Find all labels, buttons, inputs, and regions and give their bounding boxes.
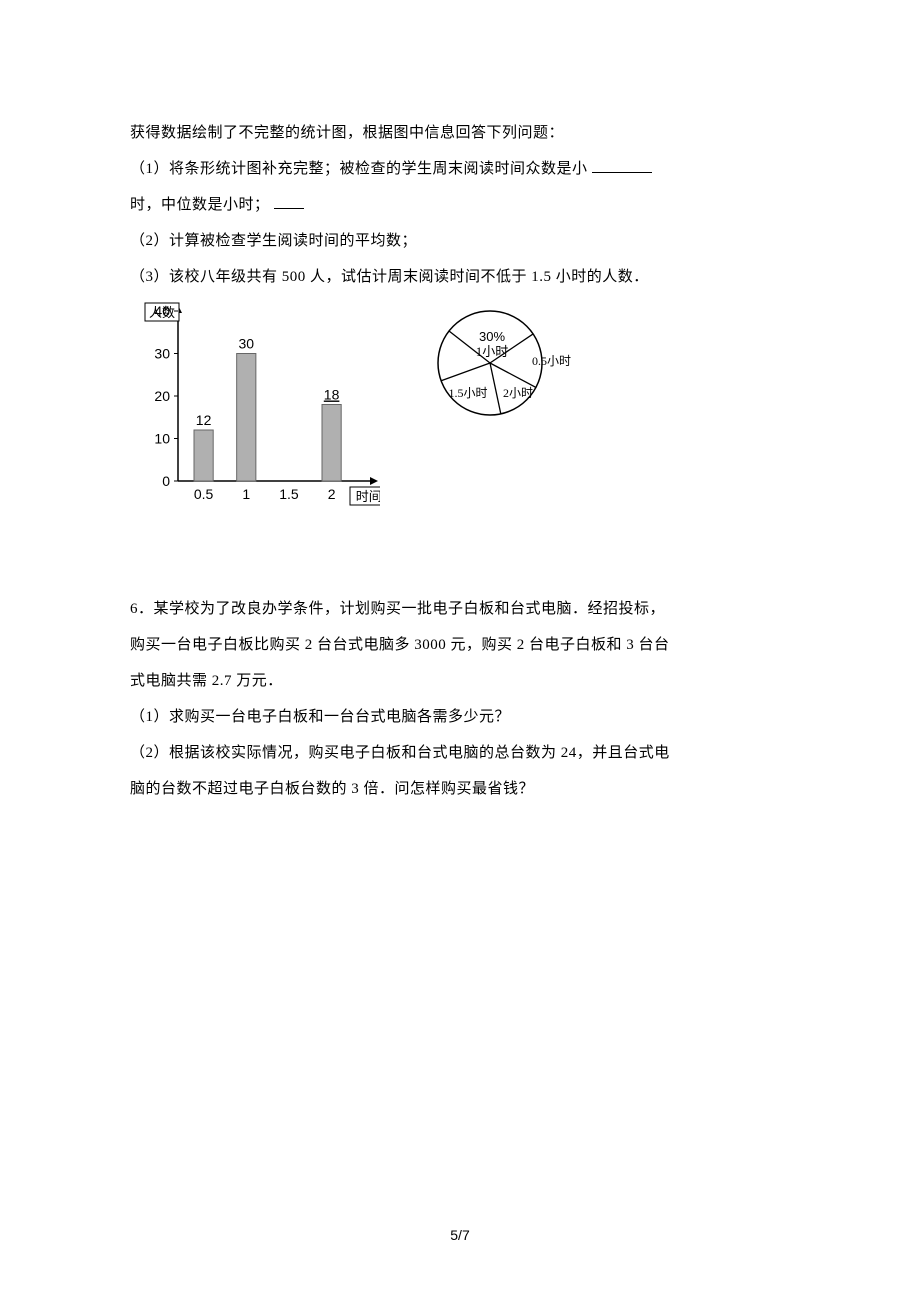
paragraph-line: （2）根据该校实际情况，购买电子白板和台式电脑的总台数为 24，并且台式电 [130,735,790,771]
svg-text:1: 1 [242,486,250,502]
paragraph-line: 时，中位数是小时； [130,187,790,223]
svg-text:0.5: 0.5 [194,486,214,502]
svg-text:30: 30 [238,336,254,352]
paragraph-line: 获得数据绘制了不完整的统计图，根据图中信息回答下列问题： [130,115,790,151]
blank-underline [274,194,304,209]
svg-text:0: 0 [162,473,170,489]
svg-text:2: 2 [328,486,336,502]
pie-chart: 30%1小时 0.5小时 2小时 1.5小时 [410,301,580,421]
svg-text:40: 40 [154,303,170,319]
charts-container: 人数010203040120.53011.5182时间/时 30%1小时0.5小… [130,301,790,511]
paragraph-line: 购买一台电子白板比购买 2 台台式电脑多 3000 元，购买 2 台电子白板和 … [130,627,790,663]
paragraph-line: （2）计算被检查学生阅读时间的平均数； [130,223,790,259]
svg-text:12: 12 [196,412,212,428]
paragraph-line: 脑的台数不超过电子白板台数的 3 倍．问怎样购买最省钱？ [130,771,790,807]
svg-text:1.5: 1.5 [279,486,299,502]
svg-text:0.5小时: 0.5小时 [532,354,571,368]
page-number: 5/7 [0,1227,920,1243]
svg-text:10: 10 [154,431,170,447]
paragraph-line: 6．某学校为了改良办学条件，计划购买一批电子白板和台式电脑．经招投标， [130,591,790,627]
blank-underline [592,158,652,173]
svg-text:时间/时: 时间/时 [356,489,380,504]
paragraph-line: （3）该校八年级共有 500 人，试估计周末阅读时间不低于 1.5 小时的人数． [130,259,790,295]
svg-text:1小时: 1小时 [476,344,509,359]
paragraph-line: （1）将条形统计图补充完整；被检查的学生周末阅读时间众数是小 [130,151,790,187]
svg-text:18: 18 [324,387,340,403]
svg-text:1.5小时: 1.5小时 [448,386,487,400]
svg-text:2小时: 2小时 [503,386,533,400]
paragraph-line: 式电脑共需 2.7 万元． [130,663,790,699]
text-fragment: 时，中位数是小时； [130,197,270,213]
text-fragment: （1）将条形统计图补充完整；被检查的学生周末阅读时间众数是小 [130,161,588,177]
svg-text:30%: 30% [479,329,505,344]
svg-text:20: 20 [154,388,170,404]
paragraph-line: （1）求购买一台电子白板和一台台式电脑各需多少元？ [130,699,790,735]
bar-chart: 人数010203040120.53011.5182时间/时 [130,301,380,511]
svg-text:30: 30 [154,346,170,362]
